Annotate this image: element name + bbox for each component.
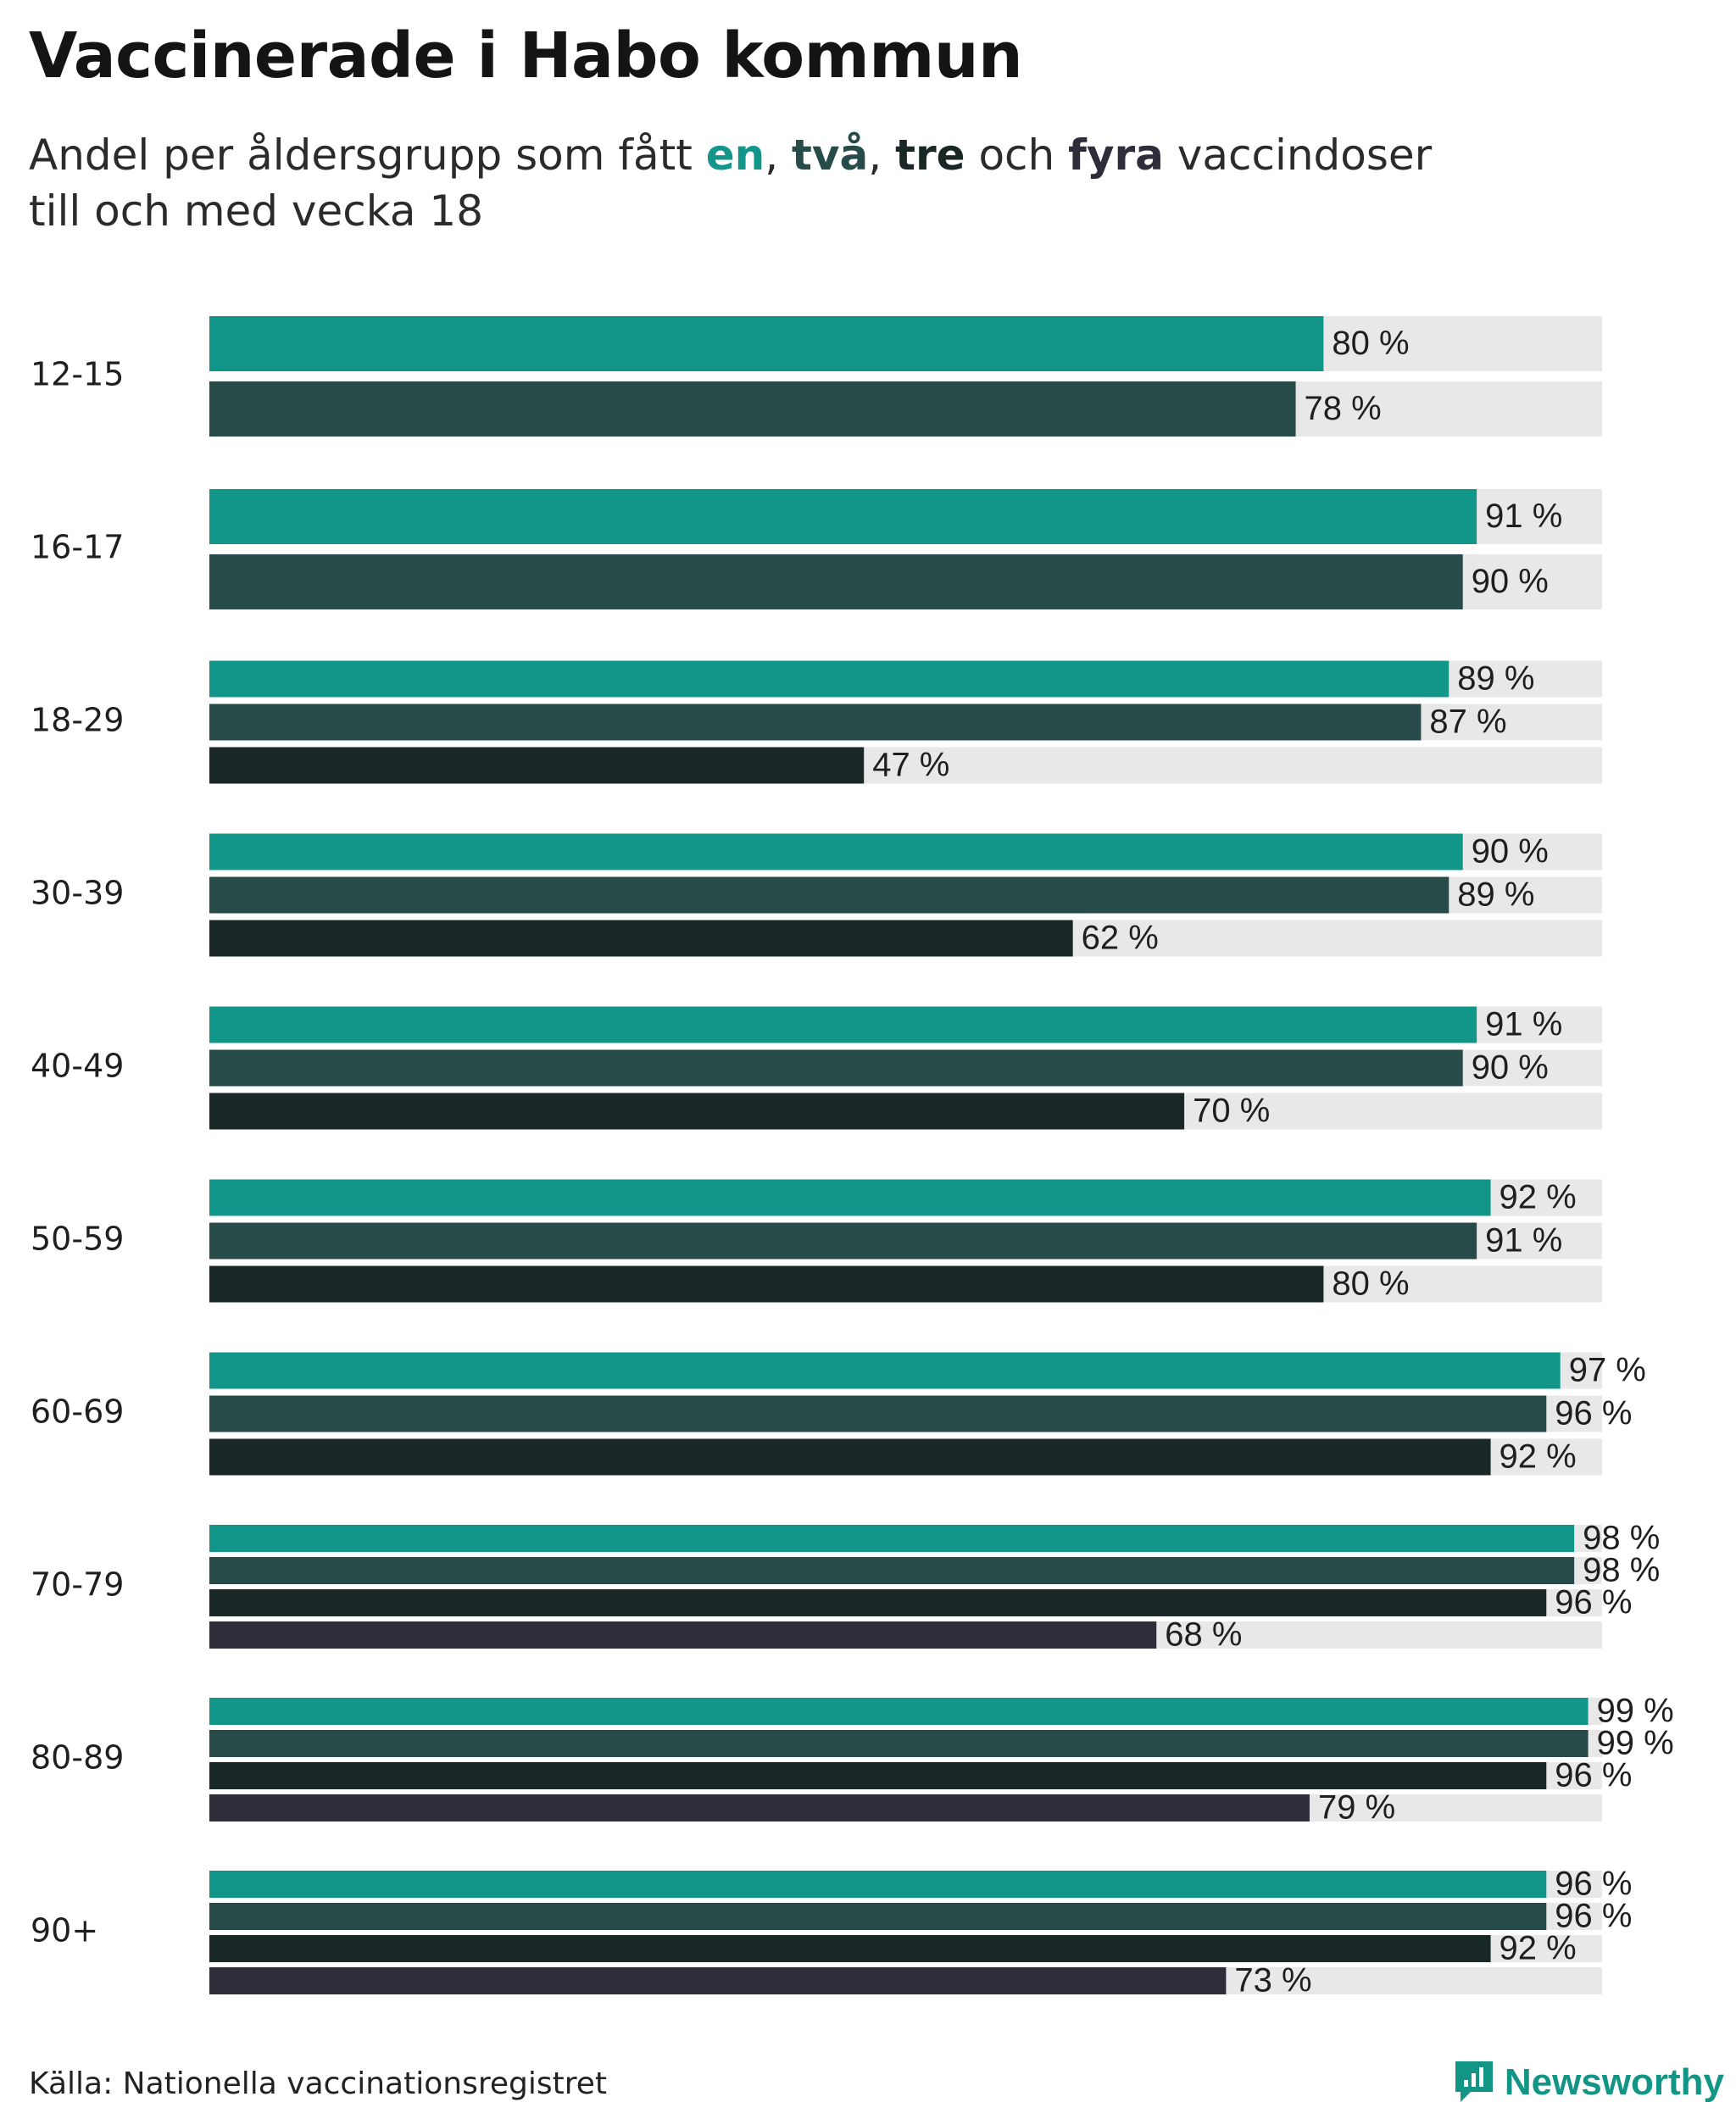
value-label: 79 %	[1318, 1789, 1395, 1827]
value-label: 47 %	[872, 747, 949, 784]
value-label: 78 %	[1305, 390, 1382, 427]
value-label: 87 %	[1429, 704, 1506, 741]
value-label: 96 %	[1555, 1757, 1632, 1794]
group-label: 70-79	[31, 1566, 124, 1604]
bar-dose-one	[209, 1179, 1491, 1216]
value-label: 73 %	[1234, 1962, 1311, 1999]
group-label: 30-39	[31, 875, 124, 912]
bar-dose-two	[209, 1557, 1575, 1584]
value-label: 68 %	[1165, 1616, 1242, 1654]
bar-group: 30-39 90 % 89 % 62 %	[31, 833, 1602, 957]
bar-dose-three	[209, 1093, 1185, 1130]
subtitle-dose-four: fyra	[1068, 131, 1164, 180]
value-label: 96 %	[1555, 1898, 1632, 1935]
value-label: 90 %	[1472, 1049, 1549, 1087]
value-label: 99 %	[1597, 1693, 1674, 1730]
bar-dose-two	[209, 1395, 1547, 1432]
bar-dose-one	[209, 1698, 1589, 1725]
value-label: 89 %	[1457, 876, 1534, 914]
value-label: 97 %	[1569, 1352, 1646, 1389]
value-label: 99 %	[1597, 1725, 1674, 1762]
value-label: 80 %	[1332, 325, 1409, 362]
value-label: 90 %	[1472, 833, 1549, 870]
value-label: 92 %	[1500, 1179, 1577, 1216]
value-label: 90 %	[1472, 563, 1549, 600]
group-label: 18-29	[31, 702, 124, 739]
brand-name: Newsworthy	[1504, 2061, 1724, 2103]
bar-group: 12-15 80 % 78 %	[31, 316, 1602, 437]
bar-dose-one	[209, 489, 1477, 544]
bar-group: 18-29 89 % 87 % 47 %	[31, 660, 1602, 784]
subtitle-dose-three: tre	[895, 131, 965, 180]
value-label: 70 %	[1193, 1093, 1270, 1130]
subtitle-conjunction: och	[965, 131, 1069, 180]
bar-dose-two	[209, 1222, 1477, 1260]
bar-dose-one	[209, 1352, 1561, 1389]
value-label: 96 %	[1555, 1584, 1632, 1621]
bar-dose-four	[209, 1794, 1310, 1821]
value-label: 98 %	[1583, 1552, 1660, 1589]
value-label: 98 %	[1583, 1520, 1660, 1557]
bar-group: 50-59 92 % 91 % 80 %	[31, 1179, 1602, 1303]
bar-dose-two	[209, 704, 1422, 741]
value-label: 62 %	[1082, 920, 1159, 957]
chart-title: Vaccinerade i Habo kommun	[29, 19, 1023, 92]
subtitle-prefix: Andel per åldersgrupp som fått	[29, 131, 706, 180]
bar-dose-one	[209, 833, 1463, 870]
value-label: 91 %	[1485, 1222, 1562, 1260]
value-label: 91 %	[1485, 498, 1562, 535]
group-label: 60-69	[31, 1393, 124, 1431]
value-label: 92 %	[1500, 1930, 1577, 1967]
value-label: 96 %	[1555, 1866, 1632, 1903]
bar-dose-three	[209, 1589, 1547, 1616]
subtitle-line-two: till och med vecka 18	[29, 186, 484, 236]
bar-group: 60-69 97 % 96 % 92 %	[31, 1352, 1646, 1476]
bar-dose-three	[209, 747, 865, 784]
value-label: 92 %	[1500, 1438, 1577, 1476]
bar-dose-one	[209, 1871, 1547, 1898]
bar-dose-four	[209, 1967, 1227, 1994]
subtitle-dose-one: en	[705, 131, 765, 180]
brand-logo: Newsworthy	[1454, 2060, 1724, 2105]
bar-dose-three	[209, 1935, 1491, 1962]
subtitle-suffix: vaccindoser	[1163, 131, 1433, 180]
bar-dose-four	[209, 1621, 1157, 1649]
subtitle-separator: ,	[868, 131, 896, 180]
bar-dose-one	[209, 316, 1324, 371]
newsworthy-logo-icon	[1455, 2061, 1493, 2102]
subtitle-dose-two: två	[792, 131, 869, 180]
value-label: 80 %	[1332, 1265, 1409, 1303]
group-label: 80-89	[31, 1739, 124, 1777]
group-label: 90+	[31, 1912, 98, 1949]
bar-dose-two	[209, 876, 1449, 914]
bar-dose-two	[209, 1903, 1547, 1930]
bar-dose-two	[209, 1049, 1463, 1087]
value-label: 91 %	[1485, 1006, 1562, 1043]
bar-dose-two	[209, 381, 1296, 437]
subtitle-separator: ,	[765, 131, 793, 180]
bar-dose-three	[209, 1438, 1491, 1476]
bar-dose-two	[209, 554, 1463, 609]
chart-subtitle: Andel per åldersgrupp som fått en, två, …	[29, 127, 1639, 239]
bar-dose-two	[209, 1730, 1589, 1757]
bar-dose-one	[209, 660, 1449, 698]
bar-chart: 12-15 80 % 78 % 16-17 91 % 90 % 18-29 89 % 87 % 4…	[31, 316, 1674, 1999]
bar-dose-three	[209, 1265, 1324, 1303]
bar-dose-one	[209, 1525, 1575, 1552]
source-note: Källa: Nationella vaccinationsregistret	[29, 2066, 607, 2101]
bar-dose-three	[209, 920, 1073, 957]
bar-dose-one	[209, 1006, 1477, 1043]
bar-group: 90+96 %96 %92 %73 %	[31, 1866, 1632, 1999]
group-label: 40-49	[31, 1048, 124, 1085]
value-label: 96 %	[1555, 1395, 1632, 1432]
bar-dose-three	[209, 1762, 1547, 1789]
bar-group: 16-17 91 % 90 %	[31, 489, 1602, 609]
group-label: 50-59	[31, 1221, 124, 1258]
value-label: 89 %	[1457, 660, 1534, 698]
bar-group: 40-49 91 % 90 % 70 %	[31, 1006, 1602, 1130]
group-label: 16-17	[31, 529, 124, 566]
group-label: 12-15	[31, 356, 124, 393]
